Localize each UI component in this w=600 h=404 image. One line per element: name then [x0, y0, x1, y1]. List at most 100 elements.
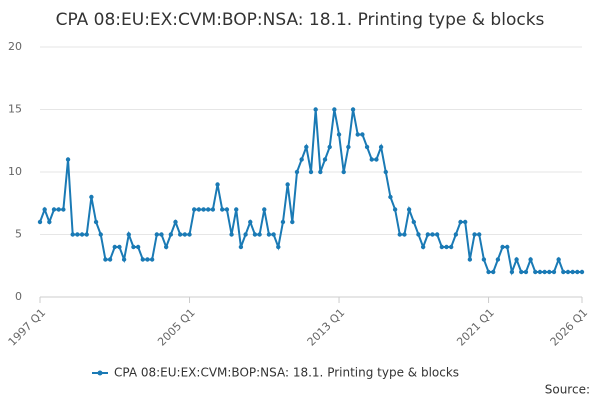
data-point	[514, 257, 519, 262]
data-point	[238, 244, 244, 250]
data-point	[149, 257, 155, 262]
data-point	[187, 232, 192, 237]
data-point	[392, 207, 398, 212]
data-point	[383, 169, 388, 175]
x-tick-label: 2026 Q1	[548, 306, 591, 349]
data-point	[304, 144, 309, 150]
data-point	[112, 244, 117, 250]
data-point	[364, 144, 370, 150]
data-point	[420, 244, 426, 250]
data-point	[444, 244, 449, 250]
data-point	[556, 257, 561, 262]
data-point	[439, 244, 445, 250]
data-point	[224, 207, 230, 212]
data-point	[257, 232, 262, 237]
data-point	[505, 244, 510, 250]
data-point	[318, 169, 323, 175]
data-point	[570, 269, 575, 275]
data-point	[229, 232, 234, 237]
data-point	[61, 207, 66, 212]
data-point	[346, 144, 351, 150]
data-point	[98, 232, 103, 237]
data-point	[547, 269, 552, 275]
data-point	[285, 182, 290, 187]
data-point	[131, 244, 136, 250]
data-point	[332, 107, 337, 112]
data-point	[65, 157, 71, 162]
data-point	[107, 257, 113, 262]
data-point	[355, 132, 360, 137]
data-point	[280, 219, 286, 225]
data-point	[406, 207, 412, 212]
data-point	[537, 269, 543, 275]
data-point	[42, 207, 47, 212]
chart-title: CPA 08:EU:EX:CVM:BOP:NSA: 18.1. Printing…	[56, 10, 545, 30]
data-point	[51, 207, 57, 212]
data-point	[397, 232, 402, 237]
data-point	[262, 207, 267, 212]
data-point	[248, 219, 253, 225]
data-point	[458, 219, 463, 225]
data-point	[93, 219, 99, 225]
y-tick-label: 10	[8, 165, 22, 178]
data-point	[70, 232, 75, 237]
data-point	[467, 257, 473, 262]
data-point	[491, 269, 496, 275]
data-point	[453, 232, 459, 237]
data-point	[472, 232, 477, 237]
data-point	[294, 169, 300, 175]
data-point	[542, 269, 547, 275]
data-point	[360, 132, 365, 137]
data-point	[402, 232, 407, 237]
data-point	[168, 232, 174, 237]
data-point	[290, 219, 295, 225]
data-point	[425, 232, 431, 237]
data-point	[201, 207, 206, 212]
data-point	[374, 157, 379, 162]
data-point	[322, 157, 328, 162]
data-point	[486, 269, 491, 275]
data-point	[519, 269, 524, 275]
data-point	[533, 269, 538, 275]
data-point	[313, 107, 318, 112]
data-point	[369, 157, 374, 162]
data-point	[551, 269, 557, 275]
data-point	[528, 257, 533, 262]
data-point	[37, 219, 43, 225]
data-point	[308, 169, 314, 175]
data-point	[561, 269, 566, 275]
data-point	[215, 182, 220, 187]
data-point	[47, 219, 52, 225]
data-point	[243, 232, 248, 237]
data-point	[271, 232, 276, 237]
data-point	[79, 232, 85, 237]
source: Source:	[545, 383, 590, 397]
data-point	[565, 269, 571, 275]
data-point	[173, 219, 178, 225]
data-point	[495, 257, 501, 262]
legend-marker	[97, 370, 103, 376]
data-point	[350, 107, 356, 112]
data-point	[145, 257, 150, 262]
data-point	[126, 232, 131, 237]
data-point	[220, 207, 225, 212]
data-point	[89, 194, 94, 200]
data-point	[140, 257, 145, 262]
data-point	[191, 207, 197, 212]
data-point	[117, 244, 122, 250]
data-point	[299, 157, 304, 162]
data-point	[416, 232, 421, 237]
data-point	[206, 207, 211, 212]
x-tick-label: 1997 Q1	[6, 306, 49, 349]
y-tick-label: 5	[15, 228, 22, 241]
data-point	[430, 232, 435, 237]
data-point	[327, 144, 332, 150]
data-point	[196, 207, 202, 212]
data-point	[336, 132, 342, 137]
data-point	[266, 232, 272, 237]
data-point	[234, 207, 239, 212]
data-point	[84, 232, 89, 237]
data-point	[481, 257, 487, 262]
data-point	[177, 232, 183, 237]
data-point	[103, 257, 108, 262]
